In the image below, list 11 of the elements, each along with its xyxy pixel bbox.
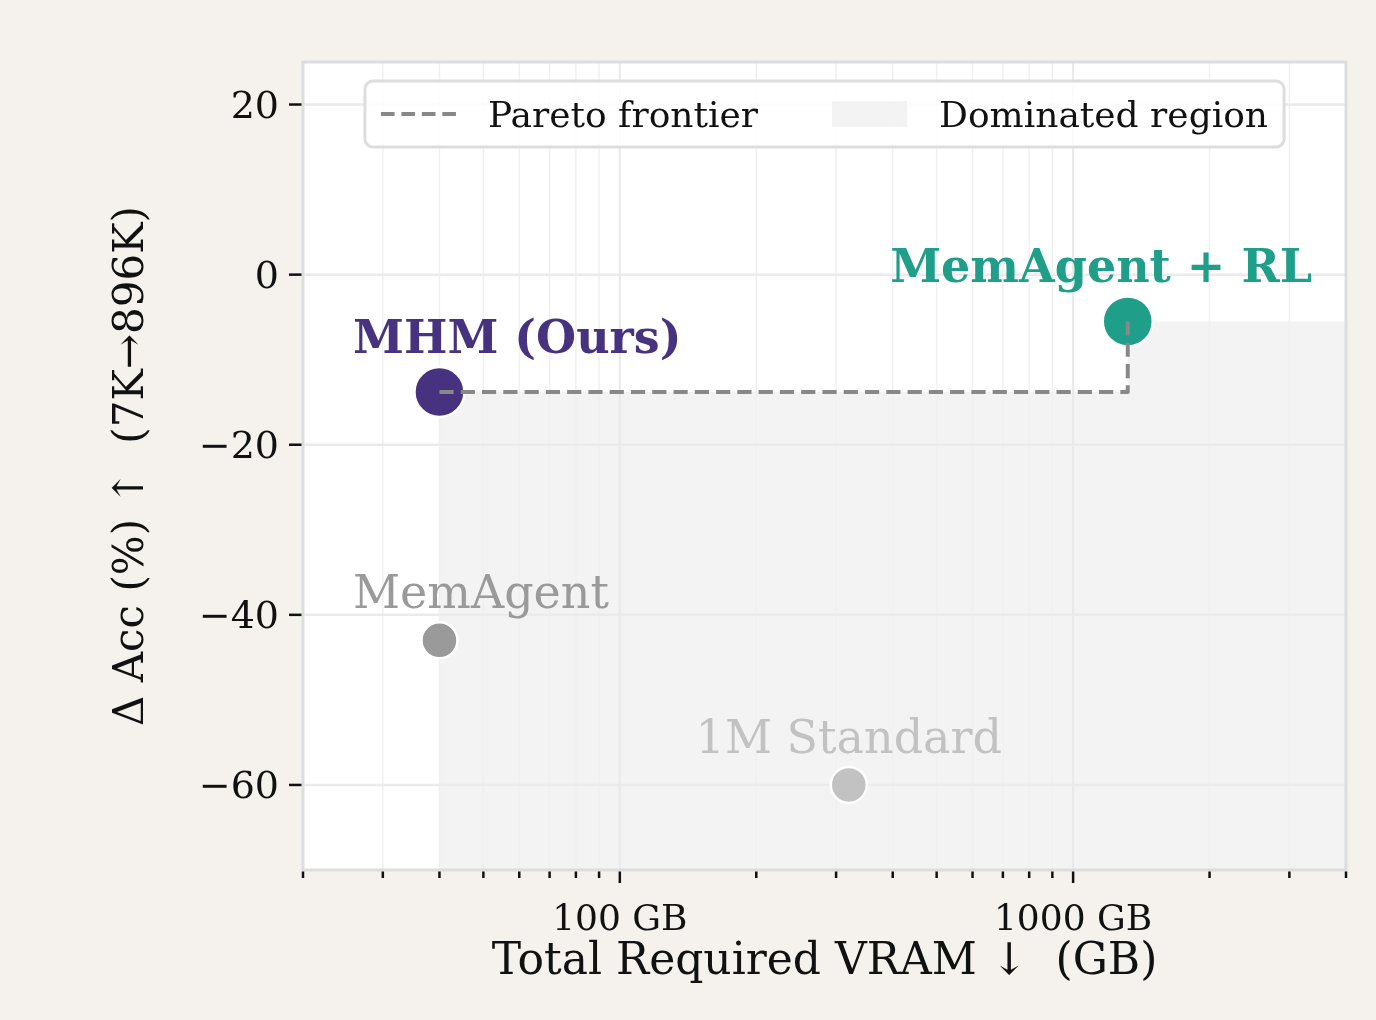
legend-label: Pareto frontier (487, 93, 759, 135)
series-label: MemAgent + RL (890, 239, 1312, 294)
y-tick-label: 20 (230, 82, 279, 127)
series-label: MemAgent (353, 565, 610, 620)
y-tick-label: −60 (198, 762, 279, 807)
y-axis-title: Δ Acc (%) ↑ (7K→896K) (103, 206, 153, 726)
series-label: MHM (Ours) (353, 310, 682, 364)
y-tick-label: −40 (198, 592, 279, 637)
y-tick-label: 0 (254, 252, 279, 297)
y-tick-label: −20 (198, 422, 279, 467)
legend-label: Dominated region (939, 93, 1269, 135)
